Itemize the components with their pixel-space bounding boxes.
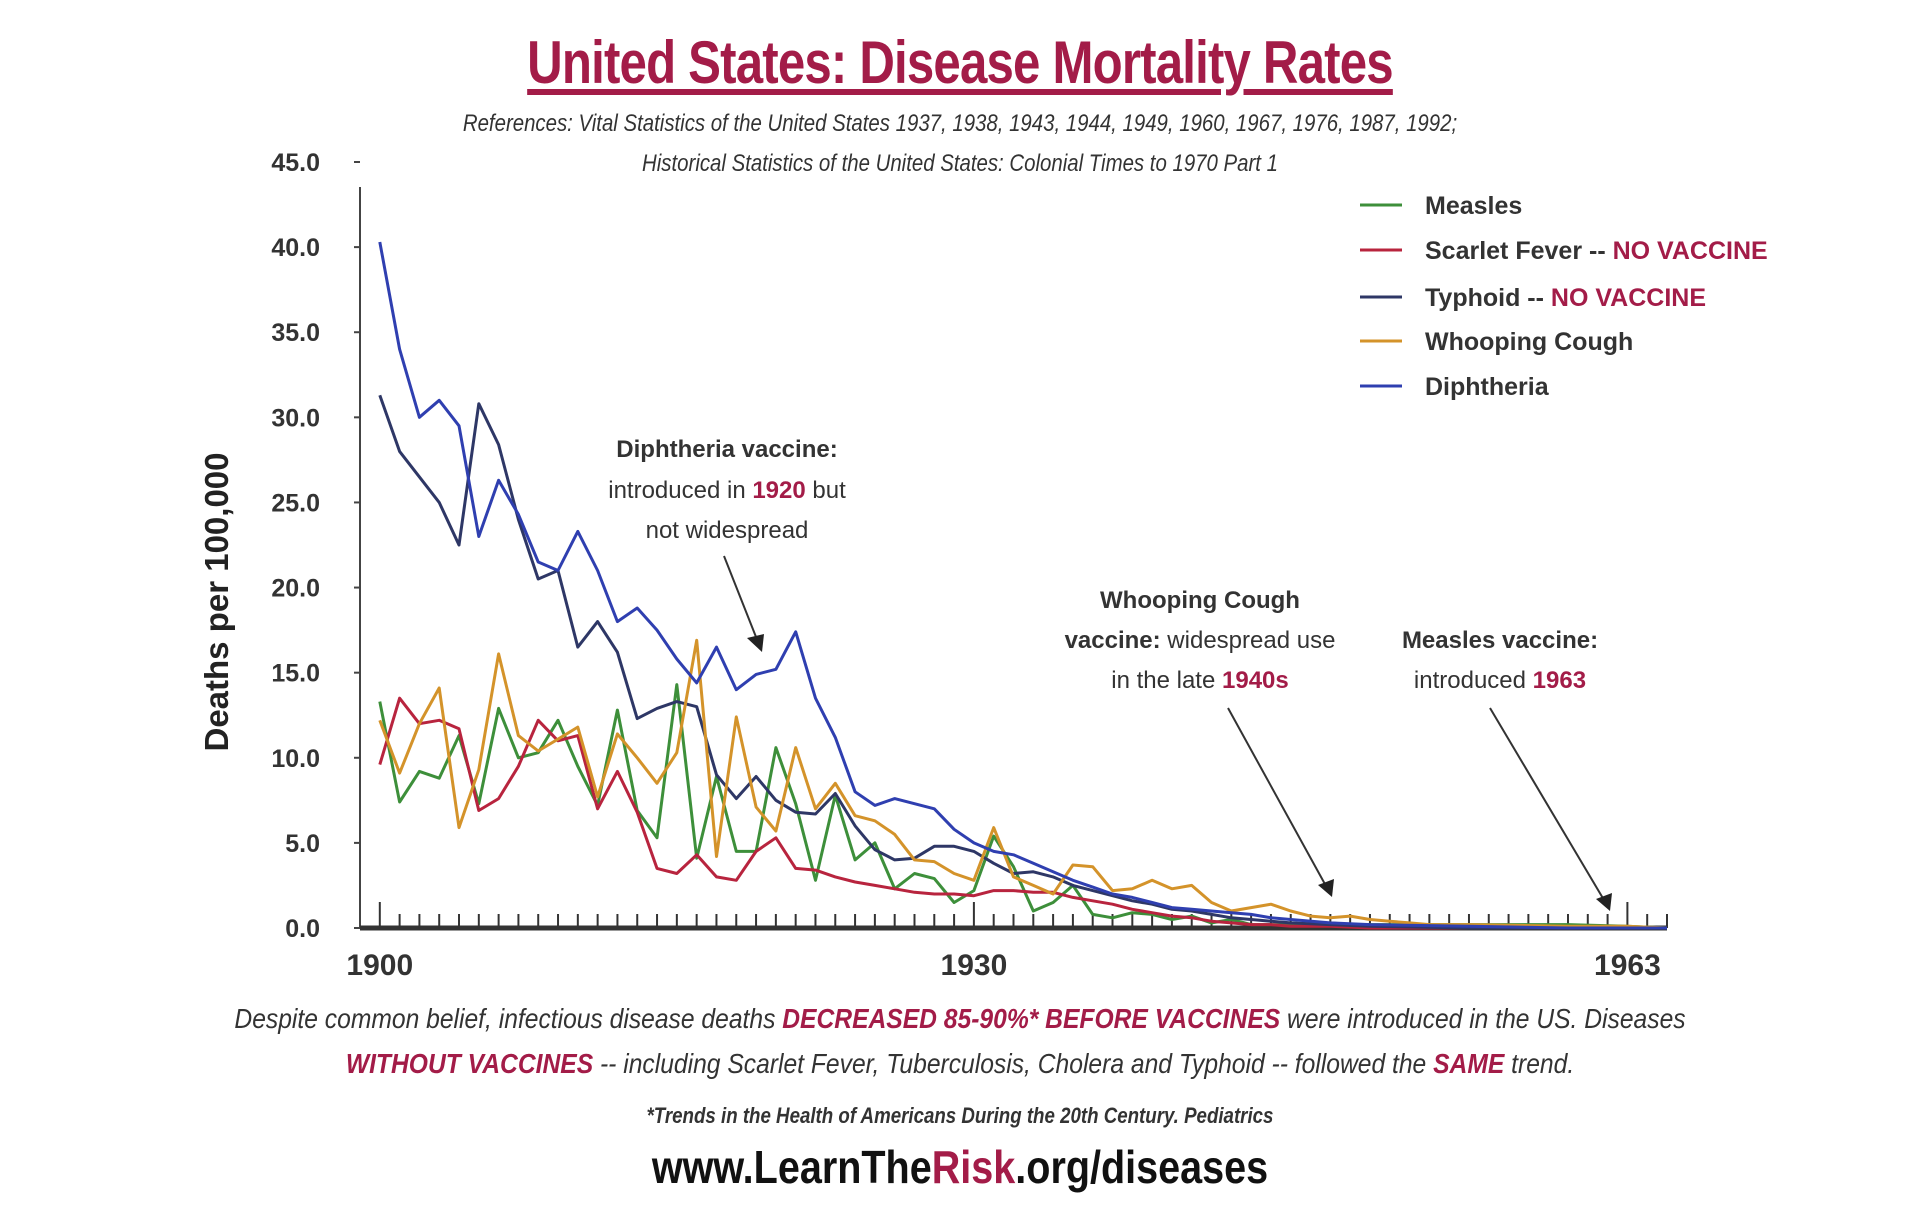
- legend: Measles Scarlet Fever -- NO VACCINE Typh…: [1360, 192, 1768, 401]
- annotation-diphtheria-arrow: [723, 555, 759, 643]
- legend-label-typhoid: Typhoid -- NO VACCINE: [1425, 284, 1706, 312]
- footer-line-2: WITHOUT VACCINES -- including Scarlet Fe…: [115, 1048, 1805, 1080]
- url-highlight: Risk: [931, 1141, 1016, 1193]
- footer-text: -- including Scarlet Fever, Tuberculosis…: [593, 1048, 1434, 1079]
- annotation-measles: Measles vaccine: introduced 1963: [1402, 627, 1612, 911]
- series-line-diphtheria: [378, 241, 1667, 930]
- annotation-whooping-line1: Whooping Cough: [1100, 587, 1300, 614]
- footer-emphasis: DECREASED 85-90%* BEFORE VACCINES: [782, 1003, 1281, 1034]
- annotation-whooping-arrow: [1227, 707, 1327, 887]
- annotation-diphtheria-line3: not widespread: [646, 517, 809, 544]
- annotation-diphtheria-line2: introduced in 1920 but: [608, 477, 846, 504]
- url-part: .org/diseases: [1015, 1141, 1269, 1193]
- x-tick-label: 1900: [346, 949, 413, 982]
- footer-emphasis: SAME: [1433, 1048, 1505, 1079]
- annotation-year: 1940s: [1222, 667, 1289, 694]
- series-line-typhoid: [378, 394, 1667, 930]
- url-part: www.LearnThe: [651, 1141, 932, 1193]
- annotation-measles-arrowhead: [1596, 893, 1612, 911]
- legend-item-scarlet-fever: Scarlet Fever -- NO VACCINE: [1360, 237, 1768, 265]
- legend-label-diphtheria: Diphtheria: [1425, 373, 1550, 401]
- legend-item-measles: Measles: [1360, 192, 1522, 220]
- citation: *Trends in the Health of Americans Durin…: [646, 1103, 1274, 1128]
- website-link[interactable]: www.LearnTheRisk.org/diseases: [134, 1140, 1785, 1194]
- annotation-measles-line2: introduced 1963: [1414, 667, 1586, 694]
- legend-item-diphtheria: Diphtheria: [1360, 373, 1550, 401]
- page-title: United States: Disease Mortality Rates: [527, 29, 1393, 96]
- references-line-1: References: Vital Statistics of the Unit…: [462, 110, 1458, 137]
- annotation-diphtheria: Diphtheria vaccine: introduced in 1920 b…: [608, 436, 846, 652]
- annotation-whooping-cough: Whooping Cough vaccine: widespread use i…: [1065, 587, 1336, 897]
- x-tick-label: 1963: [1594, 949, 1661, 982]
- legend-suffix-typhoid: NO VACCINE: [1551, 284, 1706, 312]
- annotation-text: introduced: [1414, 667, 1533, 694]
- annotation-bold-text: vaccine:: [1065, 627, 1161, 654]
- footer-line-1: Despite common belief, infectious diseas…: [115, 1003, 1805, 1035]
- series-line-whooping-cough: [378, 638, 1668, 930]
- annotation-year: 1963: [1533, 667, 1586, 694]
- annotation-whooping-line2: vaccine: widespread use: [1065, 627, 1336, 654]
- footer-emphasis: WITHOUT VACCINES: [345, 1048, 594, 1079]
- legend-label-scarlet-fever: Scarlet Fever -- NO VACCINE: [1425, 237, 1768, 265]
- legend-label-whooping-cough: Whooping Cough: [1425, 328, 1633, 356]
- annotation-text: in the late: [1111, 667, 1222, 694]
- y-tick-label: 10.0: [271, 745, 320, 773]
- footer-text: were introduced in the US. Diseases: [1280, 1003, 1686, 1034]
- annotation-text: introduced in: [608, 477, 752, 504]
- mortality-chart: 0.0 5.0 10.0 15.0 20.0 25.0 30.0 35.0 40.0 45.0 19…: [198, 149, 1768, 982]
- legend-suffix-scarlet-fever: NO VACCINE: [1613, 237, 1768, 265]
- footer-text: Despite common belief, infectious diseas…: [234, 1003, 783, 1034]
- footer-text: trend.: [1504, 1048, 1575, 1079]
- y-tick-label: 15.0: [271, 660, 320, 688]
- y-tick-label: 25.0: [271, 489, 320, 517]
- y-tick-label: 35.0: [271, 319, 320, 347]
- references-line-2: Historical Statistics of the United Stat…: [642, 150, 1278, 177]
- series-line-scarlet-fever: [378, 696, 1667, 930]
- annotation-measles-line1: Measles vaccine:: [1402, 627, 1598, 654]
- annotation-measles-arrow: [1489, 707, 1605, 901]
- annotation-text: but: [806, 477, 846, 504]
- annotation-whooping-line3: in the late 1940s: [1111, 667, 1289, 694]
- y-tick-label: 20.0: [271, 575, 320, 603]
- annotation-whooping-arrowhead: [1318, 879, 1334, 897]
- legend-name-typhoid: Typhoid: [1425, 284, 1520, 312]
- y-tick-label: 5.0: [285, 830, 320, 858]
- legend-name-scarlet-fever: Scarlet Fever: [1425, 237, 1582, 265]
- legend-label-measles: Measles: [1425, 192, 1522, 220]
- legend-item-whooping-cough: Whooping Cough: [1360, 328, 1633, 356]
- legend-item-typhoid: Typhoid -- NO VACCINE: [1360, 284, 1706, 312]
- y-tick-label: 0.0: [285, 915, 320, 943]
- legend-dash: --: [1582, 237, 1613, 265]
- y-tick-label: 45.0: [271, 149, 320, 177]
- annotation-year: 1920: [752, 477, 805, 504]
- annotation-diphtheria-arrowhead: [747, 634, 764, 652]
- y-axis-label: Deaths per 100,000: [198, 452, 235, 751]
- legend-dash: --: [1520, 284, 1551, 312]
- annotation-text: widespread use: [1161, 627, 1336, 654]
- y-tick-label: 30.0: [271, 404, 320, 432]
- annotation-diphtheria-line1: Diphtheria vaccine:: [616, 436, 837, 463]
- y-tick-label: 40.0: [271, 234, 320, 262]
- x-tick-label: 1930: [941, 949, 1008, 982]
